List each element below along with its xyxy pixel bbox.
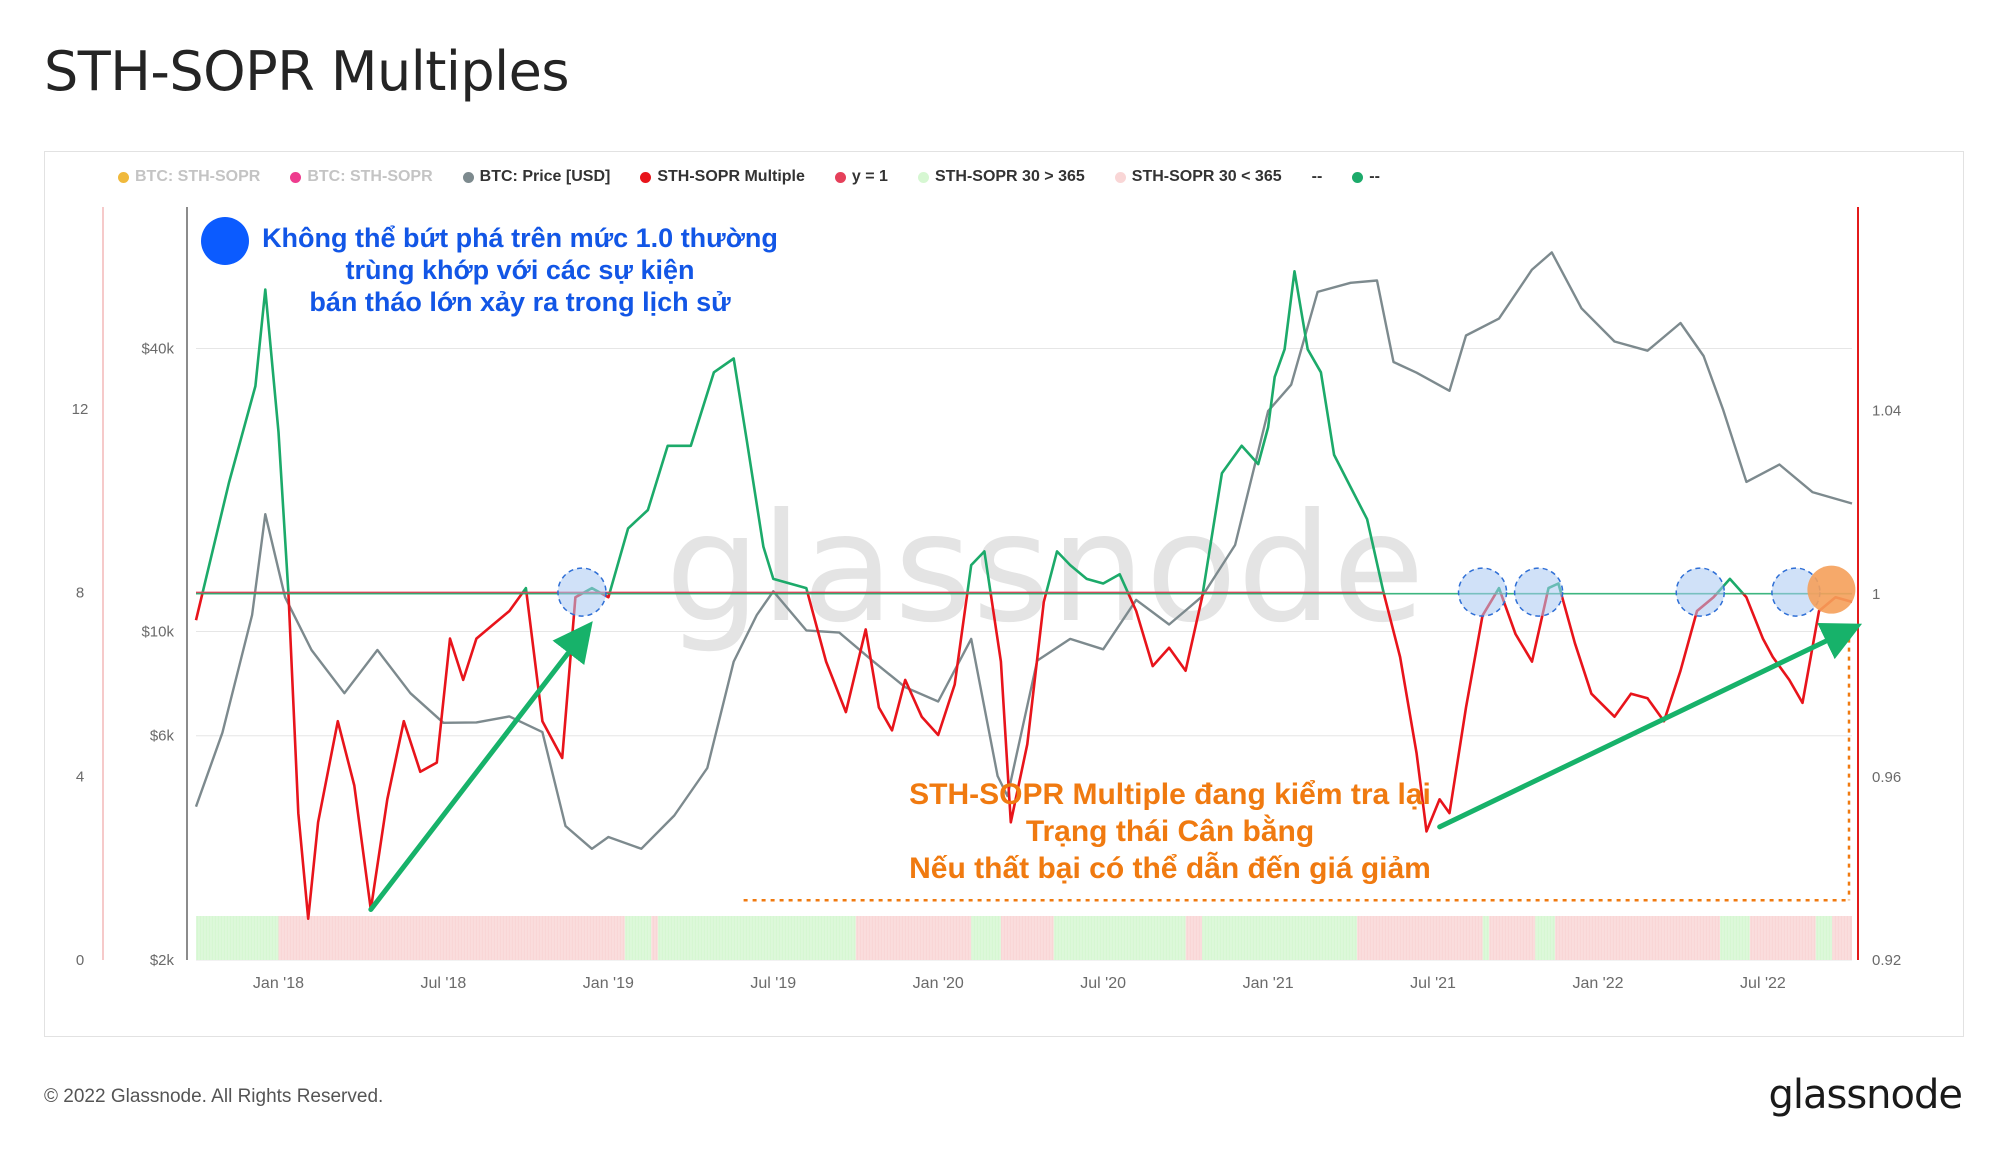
legend-label: STH-SOPR Multiple (657, 168, 805, 185)
legend-dot (640, 171, 652, 183)
regime-band (624, 916, 652, 960)
regime-band (1555, 916, 1721, 960)
multiple-tick-label: 4 (76, 768, 84, 785)
annotation-blue-line: bán tháo lớn xảy ra trong lịch sử (309, 287, 731, 317)
legend-item[interactable]: STH-SOPR Multiple (640, 168, 805, 186)
legend-dot (1352, 171, 1364, 183)
legend-item[interactable]: BTC: Price [USD] (462, 168, 611, 186)
legend-dot (290, 171, 302, 183)
rejection-circle (1457, 567, 1508, 617)
legend-item[interactable]: BTC: STH-SOPR (290, 168, 433, 186)
price-tick-label: $2k (150, 952, 175, 969)
sopr-tick-label: 0.96 (1872, 769, 1901, 786)
legend-label: BTC: Price [USD] (479, 168, 611, 185)
copyright-text: © 2022 Glassnode. All Rights Reserved. (44, 1086, 384, 1107)
annotation-blue: Không thể bứt phá trên mức 1.0 thường tr… (240, 222, 800, 318)
legend-dot (917, 171, 929, 183)
price-line (194, 251, 1853, 850)
annotation-orange-line: STH-SOPR Multiple đang kiểm tra lại (909, 778, 1431, 811)
sopr-tick-label: 1 (1872, 586, 1880, 603)
x-tick-label: Jul '18 (421, 975, 467, 992)
sopr-tick-label: 1.04 (1872, 403, 1901, 420)
multiple-tick-label: 12 (72, 401, 89, 418)
annotation-marker-dot (201, 217, 249, 265)
retest-circle (1807, 565, 1856, 614)
multiple-tick-label: 0 (76, 952, 84, 969)
chart-legend: BTC: STH-SOPR BTC: STH-SOPR BTC: Price [US… (118, 168, 1410, 186)
legend-label: -- (1369, 168, 1380, 185)
regime-band (196, 916, 279, 960)
regime-band (1489, 916, 1536, 960)
regime-band (1185, 916, 1203, 960)
x-tick-label: Jan '18 (253, 975, 304, 992)
x-tick-label: Jan '20 (913, 975, 964, 992)
price-tick-label: $10k (141, 623, 174, 640)
regime-band (651, 916, 658, 960)
x-tick-label: Jul '21 (1410, 975, 1456, 992)
rejection-circle (557, 567, 607, 617)
page-title: STH-SOPR Multiples (44, 40, 570, 103)
legend-item[interactable]: STH-SOPR 30 < 365 (1114, 168, 1282, 186)
annotation-orange-line: Trạng thái Cân bằng (1025, 815, 1315, 848)
legend-label: BTC: STH-SOPR (135, 168, 261, 185)
rejection-circle (1513, 567, 1564, 617)
legend-item[interactable]: -- (1312, 168, 1323, 186)
legend-dot (1114, 171, 1126, 183)
annotation-orange-line: Nếu thất bại có thể dẫn đến giá giảm (909, 852, 1431, 885)
x-tick-label: Jan '19 (583, 975, 634, 992)
trend-arrow (1437, 623, 1863, 830)
sopr-tick-label: 0.92 (1872, 952, 1901, 969)
annotation-blue-line: Không thể bứt phá trên mức 1.0 thường (262, 223, 778, 253)
regime-band (278, 916, 625, 960)
x-tick-label: Jan '22 (1572, 975, 1623, 992)
rejection-circle (1675, 567, 1726, 617)
legend-dot (462, 171, 474, 183)
legend-label: STH-SOPR 30 < 365 (1131, 168, 1282, 185)
price-tick-label: $40k (141, 340, 174, 357)
regime-band (855, 916, 972, 960)
regime-band (1815, 916, 1833, 960)
legend-item[interactable]: STH-SOPR 30 > 365 (917, 168, 1085, 186)
price-tick-label: $6k (150, 728, 175, 745)
brand-logo[interactable]: glassnode (1768, 1072, 1963, 1118)
annotation-orange: STH-SOPR Multiple đang kiểm tra lại Trạn… (770, 776, 1570, 887)
x-tick-label: Jul '20 (1080, 975, 1126, 992)
annotation-blue-line: trùng khớp với các sự kiện (345, 255, 695, 285)
legend-label: y = 1 (851, 168, 888, 185)
regime-band (971, 916, 1001, 960)
regime-band (1202, 916, 1358, 960)
legend-dot (834, 171, 846, 183)
legend-label: STH-SOPR 30 > 365 (934, 168, 1085, 185)
sopr-multiple-line-below (194, 592, 1853, 920)
legend-label: -- (1311, 168, 1323, 185)
legend-item[interactable]: y = 1 (834, 168, 888, 186)
legend-dot (118, 171, 129, 183)
multiple-tick-label: 8 (76, 585, 84, 602)
x-tick-label: Jul '22 (1740, 975, 1786, 992)
trend-arrow (368, 621, 593, 912)
sopr-multiple-line-above (201, 270, 1745, 593)
regime-band (1053, 916, 1186, 960)
x-tick-label: Jan '21 (1243, 975, 1294, 992)
x-tick-label: Jul '19 (750, 975, 796, 992)
watermark: glassnode (665, 482, 1424, 656)
chart-panel (44, 151, 1964, 1037)
legend-item[interactable]: -- (1352, 168, 1380, 186)
legend-label: BTC: STH-SOPR (307, 168, 433, 185)
legend-item[interactable]: BTC: STH-SOPR (118, 168, 260, 186)
